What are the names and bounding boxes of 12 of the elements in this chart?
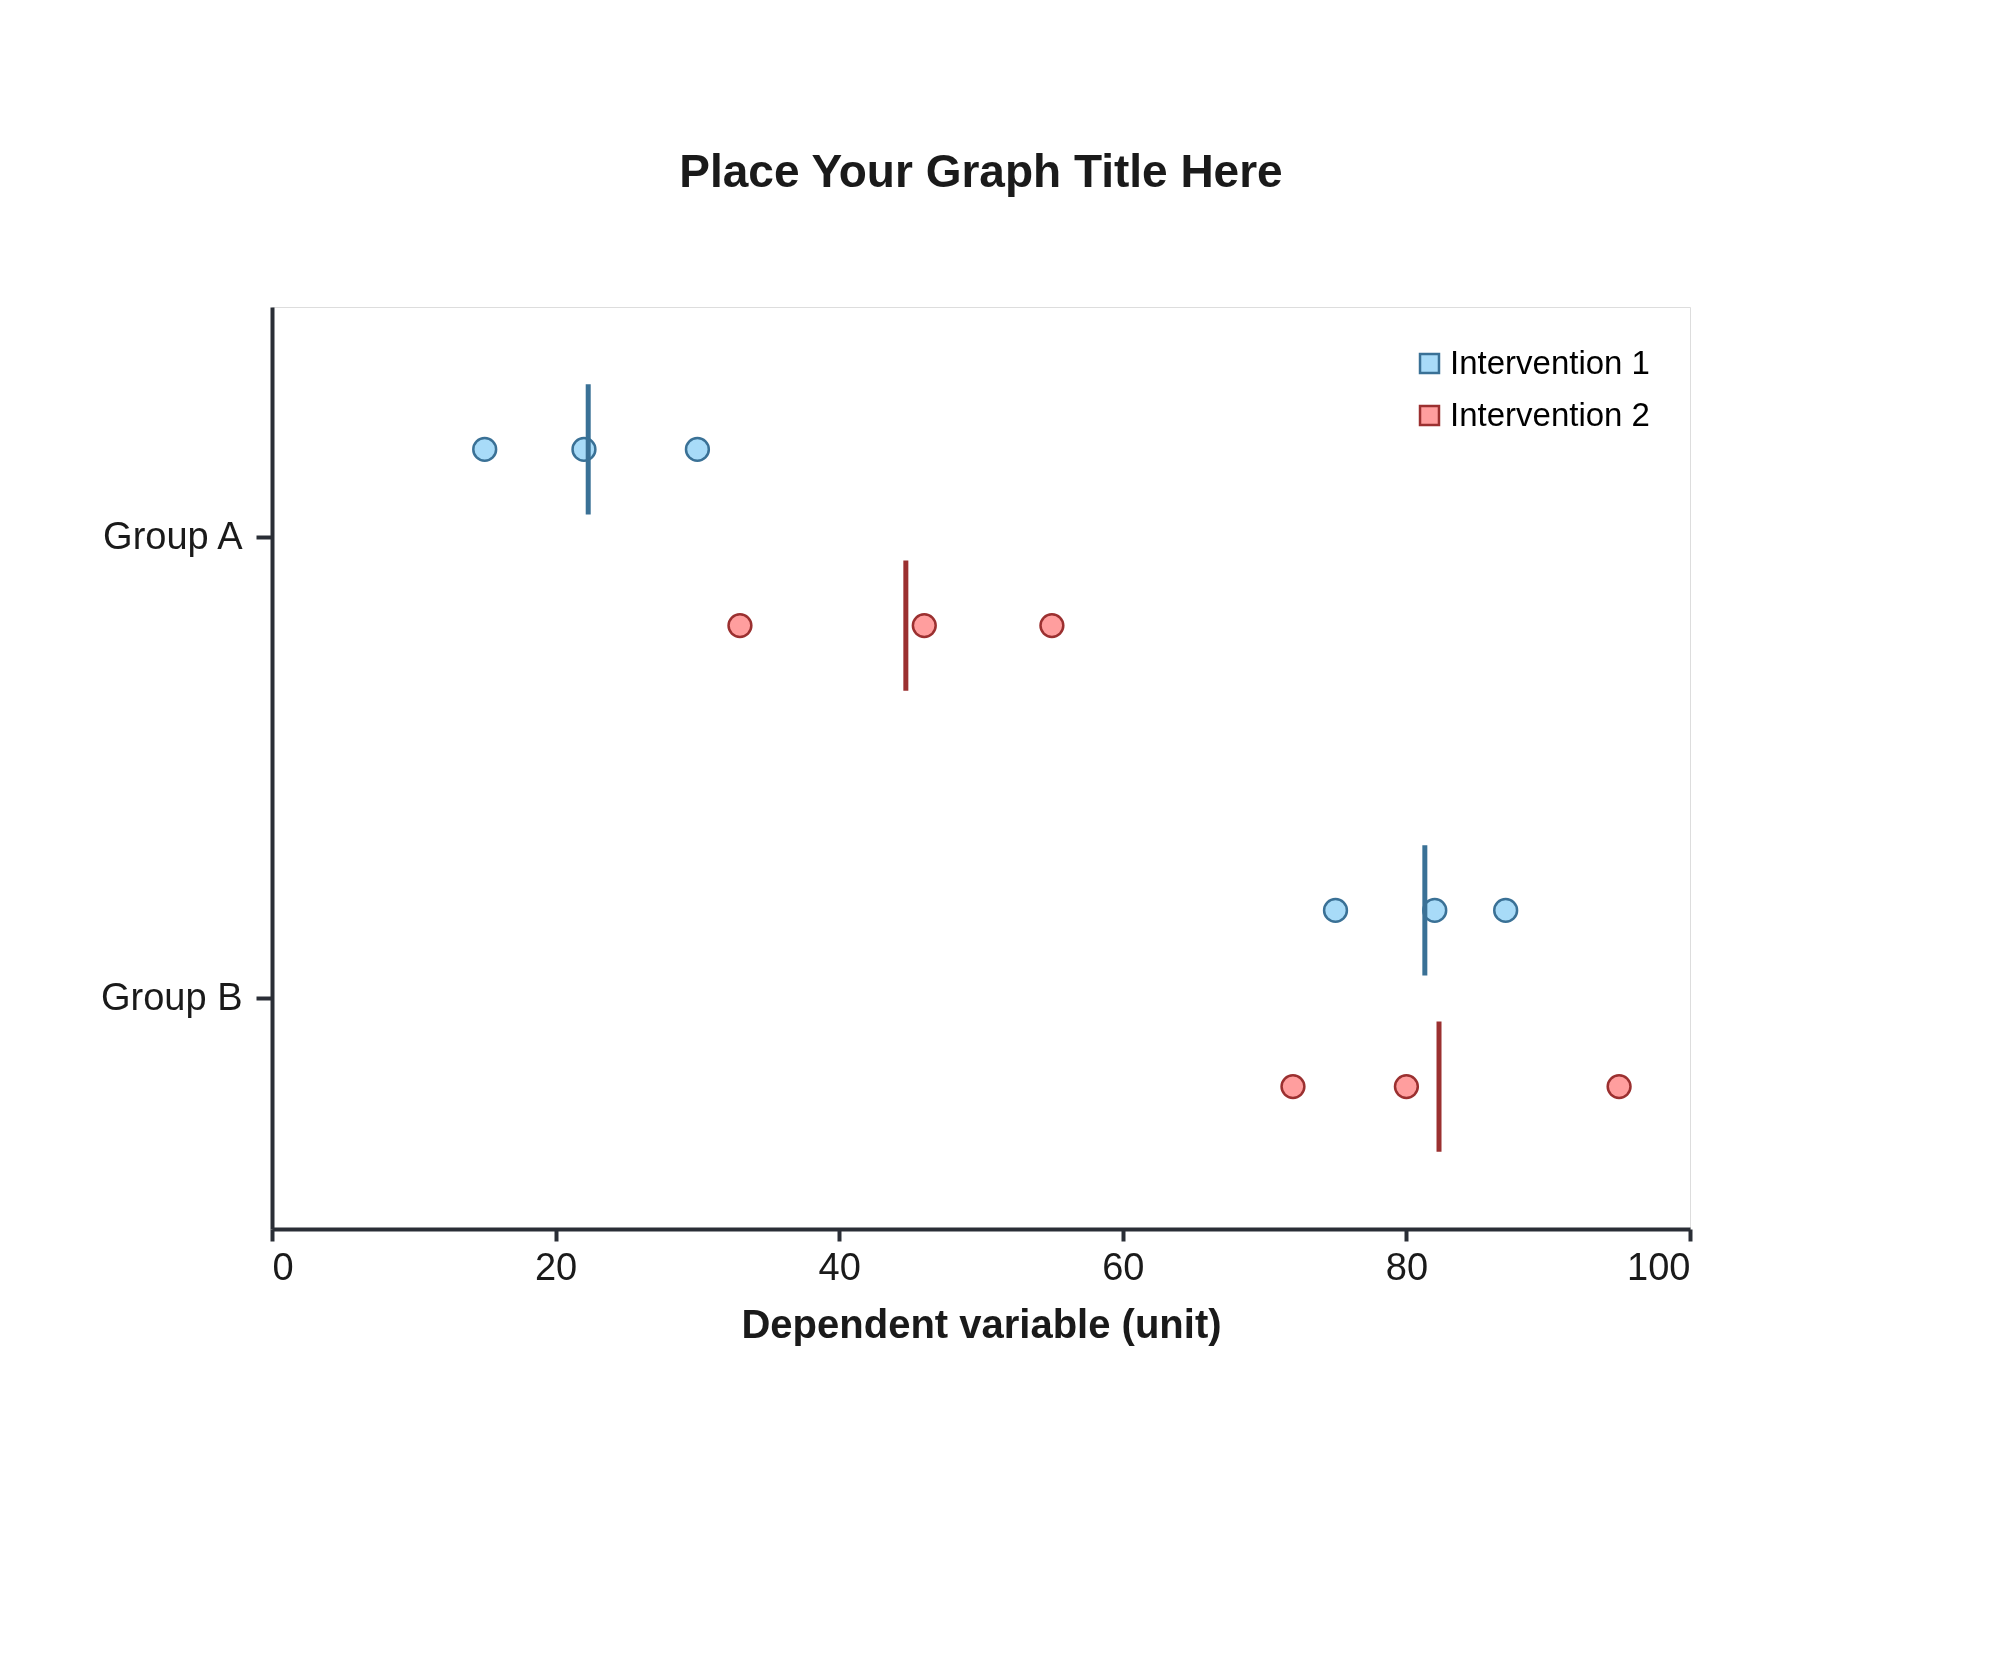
- chart-title: Place Your Graph Title Here: [679, 145, 1283, 197]
- x-tick-label: 100: [1627, 1245, 1691, 1288]
- y-tick-label: Group B: [100, 975, 243, 1018]
- legend-label: Intervention 1: [1450, 343, 1650, 381]
- x-tick-label: 0: [272, 1245, 294, 1288]
- x-tick-label: 80: [1385, 1245, 1429, 1288]
- x-tick-label: 40: [818, 1245, 861, 1288]
- x-tick-label: 60: [1102, 1245, 1145, 1288]
- x-axis-title: Dependent variable (unit): [741, 1301, 1222, 1346]
- legend-label: Intervention 2: [1450, 395, 1650, 433]
- x-tick-label: 20: [534, 1245, 578, 1288]
- y-tick-label: Group A: [103, 514, 244, 557]
